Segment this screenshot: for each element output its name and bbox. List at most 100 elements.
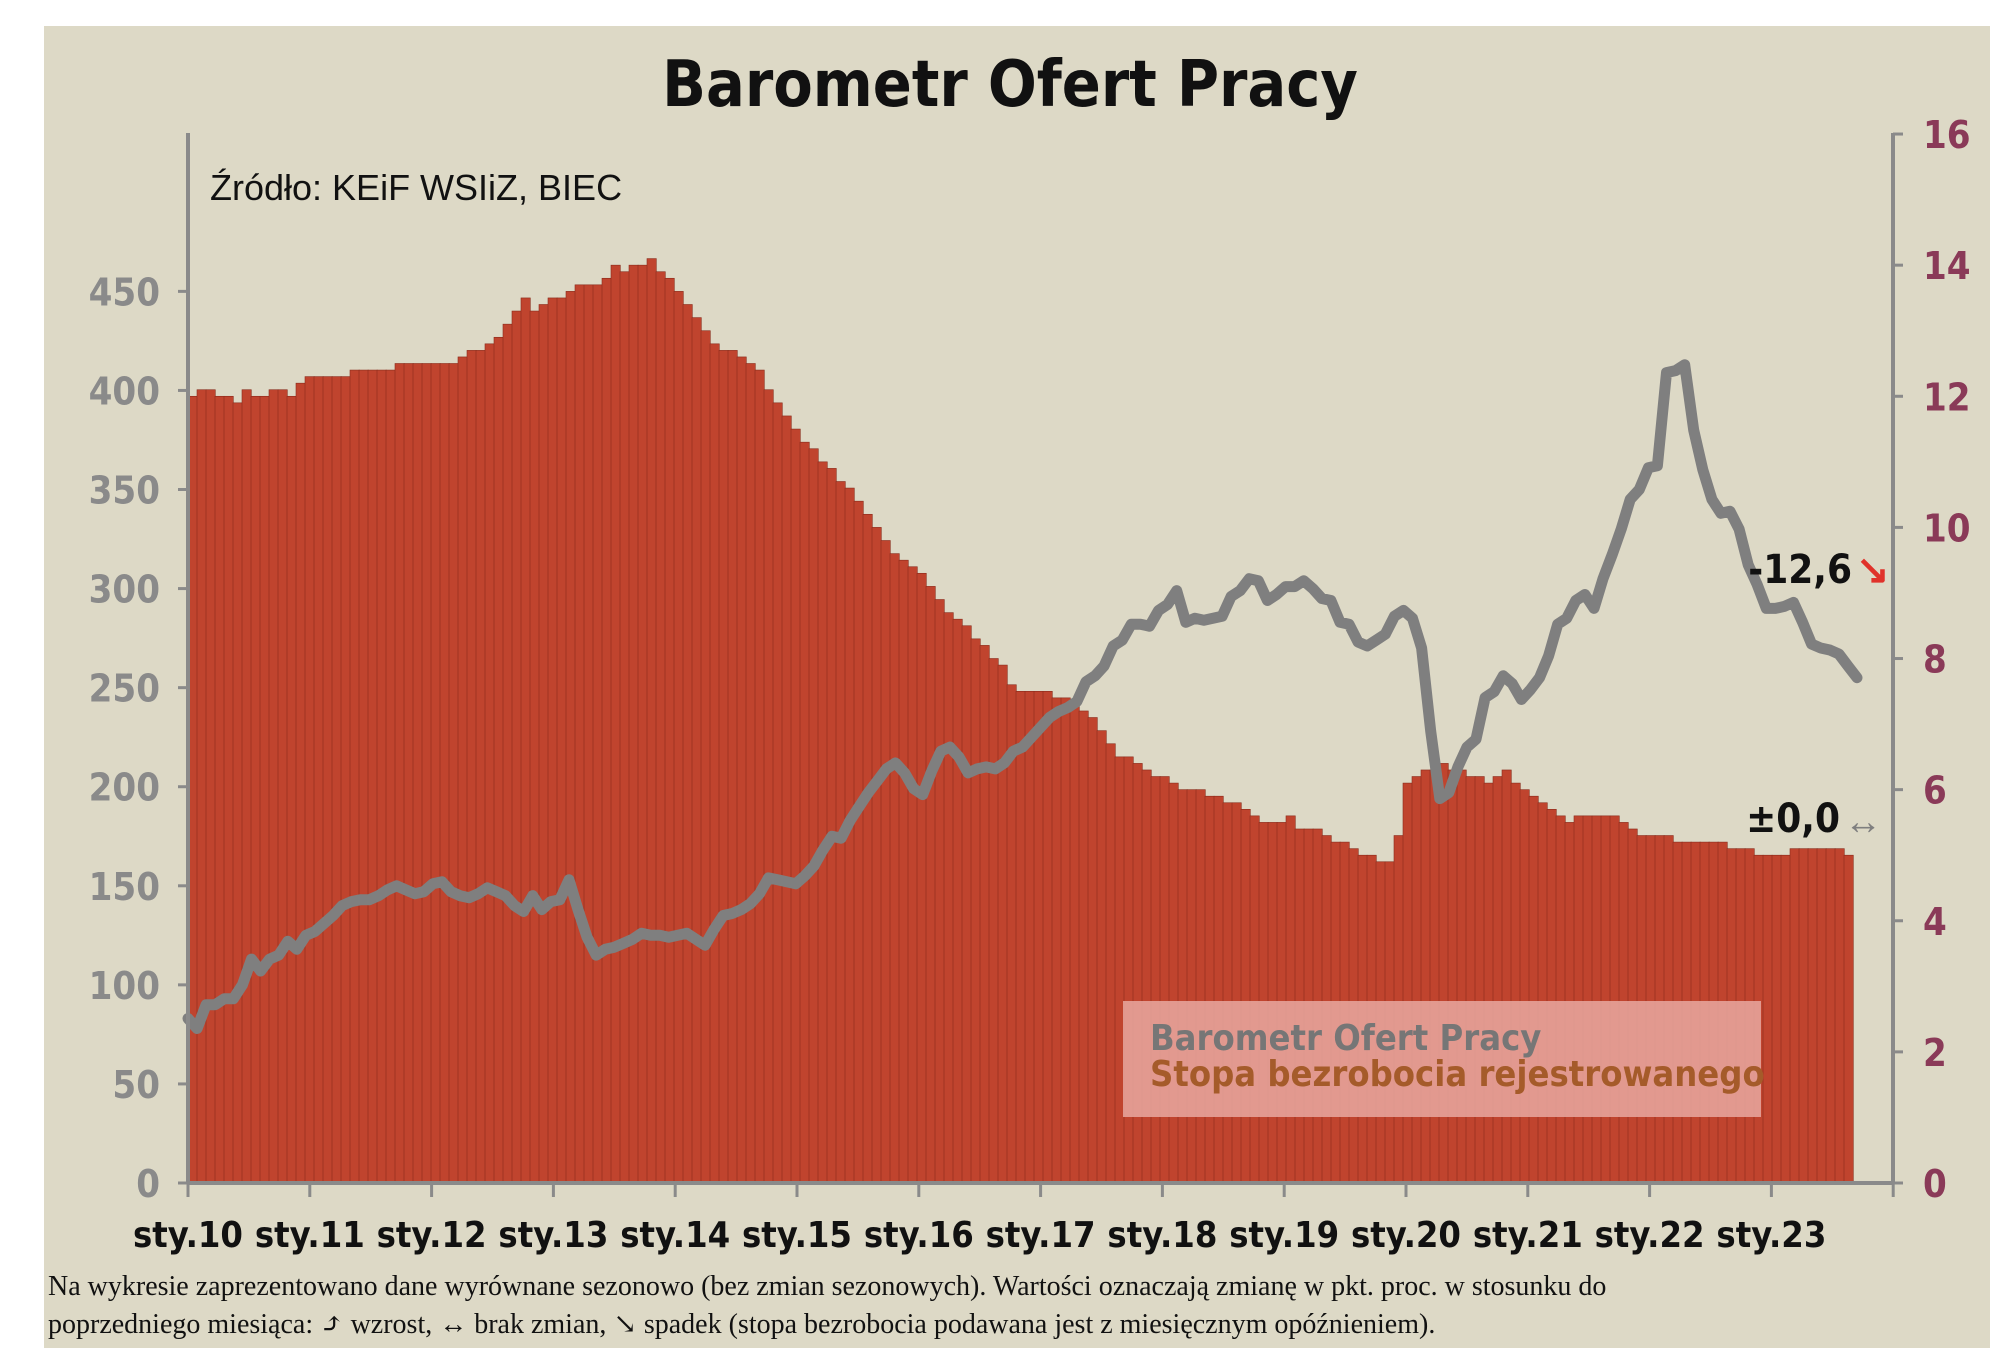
x-tick-label: sty.17	[986, 1215, 1096, 1256]
bar	[943, 612, 954, 1184]
bar	[286, 395, 297, 1184]
legend-entry-stopa-bezrobocia: Stopa bezrobocia rejestrowanego	[1150, 1054, 1765, 1095]
bar	[295, 382, 306, 1184]
bar	[1456, 769, 1467, 1184]
bar	[430, 363, 441, 1184]
x-tick-label: sty.13	[498, 1215, 608, 1256]
bar	[997, 664, 1008, 1184]
bar	[1780, 854, 1791, 1184]
bar	[1159, 776, 1170, 1184]
bar	[1231, 802, 1242, 1184]
bar	[1078, 710, 1089, 1184]
bar	[1195, 789, 1206, 1184]
bar	[961, 625, 972, 1184]
bar	[592, 284, 603, 1184]
annotation-barometr-value: -12,6	[1748, 547, 1852, 593]
bar	[1123, 756, 1134, 1184]
left-tick-label: 200	[89, 766, 160, 810]
bar	[1240, 809, 1251, 1184]
annotation-stopa-arrow: ↔	[1844, 801, 1882, 843]
x-tick-label: sty.14	[620, 1215, 730, 1256]
left-tick-label: 100	[89, 964, 160, 1008]
bar	[538, 304, 549, 1184]
bar	[1114, 756, 1125, 1184]
bar	[196, 389, 207, 1184]
annotations: -12,6 ↘ ±0,0 ↔	[1746, 547, 1889, 843]
bar	[988, 658, 999, 1184]
bar	[421, 363, 432, 1184]
bar	[880, 540, 891, 1184]
bar	[1285, 815, 1296, 1184]
bar	[457, 356, 468, 1184]
bar	[700, 330, 711, 1184]
right-tick-label: 14	[1923, 244, 1971, 288]
x-tick-label: sty.15	[742, 1215, 852, 1256]
legend-box	[1123, 1001, 1761, 1117]
axes: 0 50 100 150 200 250 300 350 400 450 0 2 4 6 8 10 12 14 16…	[89, 113, 1971, 1256]
x-tick-label: sty.23	[1716, 1215, 1826, 1256]
bar	[979, 645, 990, 1184]
bar	[1510, 782, 1521, 1184]
bar	[1465, 776, 1476, 1184]
bar	[1582, 815, 1593, 1184]
chart-source: Źródło: KEiF WSIiZ, BIEC	[210, 167, 622, 208]
bar	[1492, 776, 1503, 1184]
x-tick-label: sty.12	[377, 1215, 487, 1256]
legend-entry-barometr: Barometr Ofert Pracy	[1150, 1018, 1541, 1059]
bar	[1402, 782, 1413, 1184]
bar	[277, 389, 288, 1184]
bar	[934, 599, 945, 1184]
bar	[673, 291, 684, 1184]
bar	[367, 369, 378, 1184]
right-tick-label: 16	[1923, 113, 1971, 157]
bar	[376, 369, 387, 1184]
bar	[1411, 776, 1422, 1184]
bar	[871, 527, 882, 1184]
x-tick-label: sty.11	[255, 1215, 365, 1256]
bar	[412, 363, 423, 1184]
right-tick-label: 4	[1923, 900, 1947, 944]
x-tick-label: sty.22	[1595, 1215, 1705, 1256]
bar	[763, 389, 774, 1184]
bar	[637, 264, 648, 1184]
line-series	[182, 359, 1863, 1034]
bar	[250, 395, 261, 1184]
footnote-line-1: Na wykresie zaprezentowano dane wyrównan…	[48, 1271, 1607, 1302]
left-tick-label: 400	[89, 369, 160, 413]
bar	[1105, 743, 1116, 1184]
annotation-stopa-value: ±0,0	[1746, 796, 1840, 842]
bar	[970, 638, 981, 1184]
bar	[556, 297, 567, 1184]
bar	[529, 310, 540, 1184]
bar	[1222, 802, 1233, 1184]
left-tick-label: 350	[89, 469, 160, 513]
x-tick-label: sty.16	[864, 1215, 974, 1256]
bar	[1528, 795, 1539, 1184]
bar	[322, 376, 333, 1184]
bar	[1033, 690, 1044, 1184]
footnote: Na wykresie zaprezentowano dane wyrównan…	[48, 1268, 1978, 1344]
bar	[925, 586, 936, 1184]
bar	[745, 363, 756, 1184]
bar	[1609, 815, 1620, 1184]
bar	[736, 356, 747, 1184]
bar	[1555, 815, 1566, 1184]
legend: Barometr Ofert Pracy Stopa bezrobocia re…	[1123, 1001, 1765, 1117]
left-tick-label: 300	[89, 568, 160, 612]
bar	[1420, 769, 1431, 1184]
bar	[781, 415, 792, 1184]
bar	[1537, 802, 1548, 1184]
bar	[349, 369, 360, 1184]
bar	[223, 395, 234, 1184]
bar	[1501, 769, 1512, 1184]
bar	[907, 566, 918, 1184]
bar	[1051, 697, 1062, 1184]
left-tick-label: 50	[112, 1063, 160, 1107]
bar	[1024, 690, 1035, 1184]
bar	[520, 297, 531, 1184]
bar	[952, 618, 963, 1184]
bar	[1042, 690, 1053, 1184]
bar	[214, 395, 225, 1184]
bar	[1213, 795, 1224, 1184]
